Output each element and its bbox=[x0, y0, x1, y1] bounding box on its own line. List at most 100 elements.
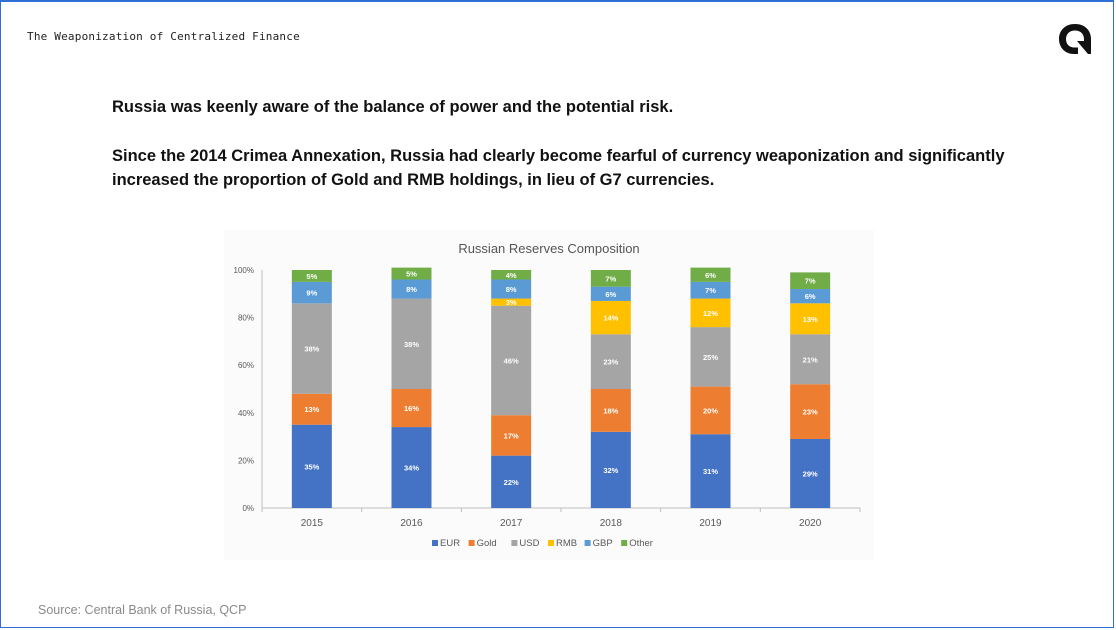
subhead: Since the 2014 Crimea Annexation, Russia… bbox=[112, 147, 1005, 189]
bar-segment-gbp bbox=[690, 281, 731, 299]
legend-label-gold: Gold bbox=[477, 538, 497, 549]
reserves-chart: Russian Reserves Composition 0% 20% 40% 60% 8… bbox=[234, 241, 861, 549]
legend-label-other: Other bbox=[629, 538, 653, 549]
data-label: 38% bbox=[304, 345, 319, 354]
y-tick-label: 100% bbox=[234, 266, 254, 275]
x-tick-label: 2015 bbox=[301, 518, 324, 529]
bar-segment-usd bbox=[391, 298, 432, 389]
data-label: 20% bbox=[703, 406, 718, 415]
legend-label-gbp: GBP bbox=[593, 538, 613, 549]
x-tick-label: 2016 bbox=[400, 518, 423, 529]
bar-segment-other bbox=[291, 270, 332, 282]
data-label: 8% bbox=[506, 285, 517, 294]
data-label: 6% bbox=[705, 271, 716, 280]
legend-swatch-gold bbox=[468, 540, 475, 546]
legend-swatch-usd bbox=[511, 540, 518, 546]
data-label: 5% bbox=[306, 272, 317, 281]
x-tick-label: 2019 bbox=[699, 518, 722, 529]
bar-segment-gold bbox=[391, 389, 432, 428]
bar-segment-gbp bbox=[491, 279, 532, 299]
legend-swatch-gbp bbox=[584, 540, 591, 546]
data-label: 17% bbox=[504, 431, 519, 440]
data-label: 21% bbox=[803, 355, 818, 364]
bar-segment-eur bbox=[690, 434, 731, 508]
chart-title: Russian Reserves Composition bbox=[458, 241, 639, 256]
legend-label-rmb: RMB bbox=[556, 538, 577, 549]
bar-segment-usd bbox=[291, 303, 332, 394]
y-tick-label: 20% bbox=[238, 456, 254, 465]
data-label: 14% bbox=[603, 314, 618, 323]
bar-segment-eur bbox=[391, 427, 432, 508]
y-tick-label: 80% bbox=[238, 314, 254, 323]
legend-label-eur: EUR bbox=[440, 538, 460, 549]
bar-segment-eur bbox=[790, 438, 831, 508]
bar-segment-other bbox=[391, 267, 432, 280]
bar-segment-gbp bbox=[391, 279, 432, 299]
bar-segment-eur bbox=[491, 455, 532, 508]
data-label: 22% bbox=[504, 478, 519, 487]
bar-segment-usd bbox=[790, 334, 831, 385]
legend-swatch-rmb bbox=[548, 540, 554, 546]
bar-segment-gold bbox=[790, 384, 831, 439]
bar-segment-gold bbox=[491, 415, 532, 456]
data-label: 6% bbox=[605, 290, 616, 299]
bar-segment-gold bbox=[690, 386, 731, 435]
chart-container: Russian Reserves Composition 0% 20% 40% 60% 8… bbox=[224, 230, 874, 560]
bar-segment-usd bbox=[690, 327, 731, 387]
deck-title: The Weaponization of Centralized Finance bbox=[27, 30, 300, 43]
bar-segment-other bbox=[590, 270, 631, 287]
x-tick-label: 2020 bbox=[799, 518, 822, 529]
data-label: 4% bbox=[506, 271, 517, 280]
bar-segment-rmb bbox=[491, 298, 532, 306]
data-label: 35% bbox=[304, 462, 319, 471]
bar-segment-gbp bbox=[291, 281, 332, 304]
data-label: 5% bbox=[406, 270, 417, 279]
bar-segment-other bbox=[790, 272, 831, 290]
bar-segment-gbp bbox=[590, 286, 631, 301]
data-label: 38% bbox=[404, 340, 419, 349]
data-label: 29% bbox=[803, 469, 818, 478]
qcp-logo-icon bbox=[1059, 24, 1091, 54]
data-label: 13% bbox=[803, 315, 818, 324]
data-label: 25% bbox=[703, 353, 718, 362]
bar-segment-gbp bbox=[790, 289, 831, 304]
bar-segment-eur bbox=[291, 424, 332, 508]
bar-segment-gold bbox=[590, 389, 631, 432]
bar-segment-rmb bbox=[790, 303, 831, 335]
bar-segment-eur bbox=[590, 431, 631, 508]
source-note: Source: Central Bank of Russia, QCP bbox=[38, 603, 247, 617]
data-label: 13% bbox=[304, 405, 319, 414]
legend-swatch-eur bbox=[432, 540, 438, 546]
data-label: 7% bbox=[605, 274, 616, 283]
bar-segment-gold bbox=[291, 393, 332, 425]
data-label: 8% bbox=[406, 285, 417, 294]
bar-segment-usd bbox=[590, 334, 631, 389]
bar-segment-rmb bbox=[690, 298, 731, 328]
data-label: 46% bbox=[504, 356, 519, 365]
data-label: 7% bbox=[805, 277, 816, 286]
y-tick-label: 0% bbox=[242, 504, 254, 513]
bar-segment-rmb bbox=[590, 300, 631, 335]
data-label: 34% bbox=[404, 464, 419, 473]
data-label: 6% bbox=[805, 292, 816, 301]
x-tick-label: 2018 bbox=[600, 518, 623, 529]
bar-segment-other bbox=[491, 270, 532, 280]
legend-swatch-other bbox=[621, 540, 628, 546]
data-label: 9% bbox=[306, 289, 317, 298]
data-label: 23% bbox=[803, 408, 818, 417]
y-tick-label: 40% bbox=[238, 409, 254, 418]
data-label: 12% bbox=[703, 309, 718, 318]
data-label: 18% bbox=[603, 406, 618, 415]
data-label: 32% bbox=[603, 466, 618, 475]
bar-segment-usd bbox=[491, 305, 532, 416]
data-label: 31% bbox=[703, 467, 718, 476]
legend-label-usd: USD bbox=[519, 538, 539, 549]
y-tick-label: 60% bbox=[238, 361, 254, 370]
data-label: 23% bbox=[603, 358, 618, 367]
x-tick-label: 2017 bbox=[500, 518, 523, 529]
data-label: 16% bbox=[404, 404, 419, 413]
bar-segment-other bbox=[690, 267, 731, 282]
data-label: 7% bbox=[705, 286, 716, 295]
data-label: 3% bbox=[506, 298, 517, 307]
